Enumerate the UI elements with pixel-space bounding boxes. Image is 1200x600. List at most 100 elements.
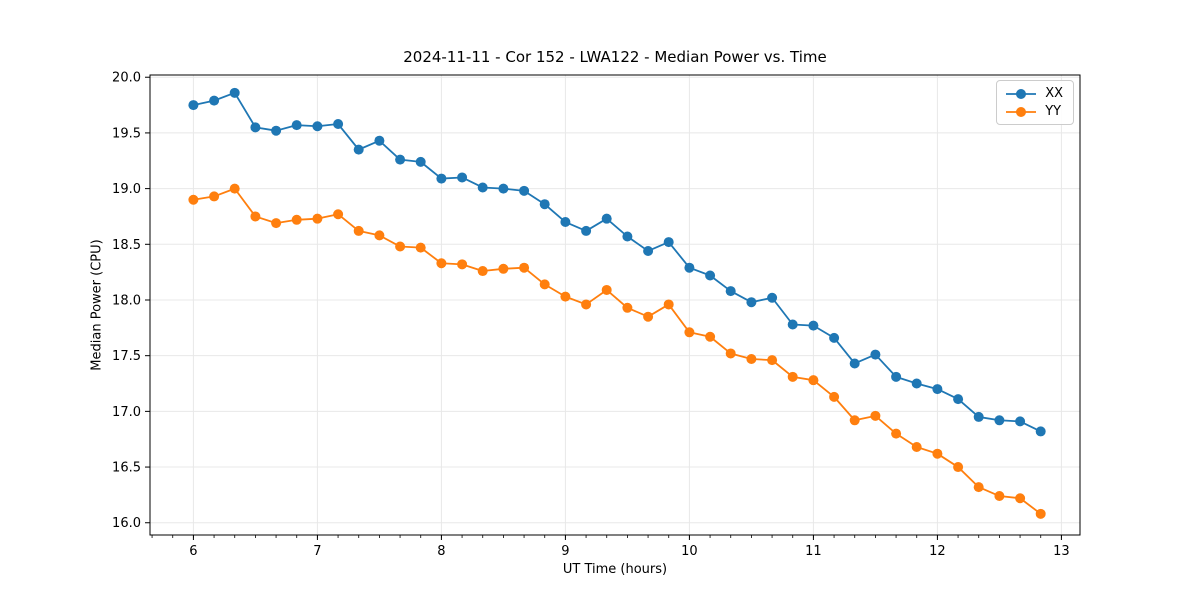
legend-line-marker-xx-icon: [1006, 88, 1037, 99]
data-point-xx: [622, 231, 633, 242]
data-point-xx: [312, 121, 323, 132]
data-point-yy: [601, 284, 612, 295]
data-point-xx: [457, 172, 468, 183]
data-point-xx: [333, 119, 344, 130]
data-point-yy: [395, 241, 406, 252]
data-point-yy: [581, 299, 592, 310]
legend-label-xx: XX: [1045, 86, 1063, 101]
data-point-xx: [250, 122, 261, 133]
data-point-yy: [209, 191, 220, 202]
data-point-xx: [787, 319, 798, 330]
data-point-xx: [849, 358, 860, 369]
x-tick-label: 11: [805, 544, 822, 559]
data-point-xx: [519, 185, 530, 196]
x-tick-label: 8: [437, 544, 445, 559]
x-tick-label: 7: [313, 544, 321, 559]
data-point-yy: [973, 482, 984, 493]
legend-label-yy: YY: [1045, 104, 1062, 119]
data-point-xx: [953, 394, 964, 405]
data-point-yy: [767, 355, 778, 366]
data-point-xx: [891, 371, 902, 382]
x-tick-label: 6: [189, 544, 197, 559]
data-point-xx: [395, 154, 406, 165]
data-point-yy: [725, 348, 736, 359]
data-point-yy: [374, 230, 385, 241]
data-point-xx: [601, 213, 612, 224]
data-point-xx: [684, 262, 695, 273]
data-point-xx: [725, 286, 736, 297]
y-tick-label: 19.5: [112, 126, 141, 141]
data-point-xx: [374, 135, 385, 146]
data-point-xx: [188, 100, 199, 111]
data-point-yy: [291, 214, 302, 225]
data-point-yy: [498, 263, 509, 274]
chart-title: 2024-11-11 - Cor 152 - LWA122 - Median P…: [403, 48, 827, 66]
data-point-xx: [498, 183, 509, 194]
data-point-yy: [746, 354, 757, 365]
data-point-yy: [415, 242, 426, 253]
legend-item-yy: YY: [1005, 104, 1063, 119]
y-tick-label: 17.0: [112, 405, 141, 420]
data-point-yy: [560, 291, 571, 302]
data-point-yy: [312, 213, 323, 224]
data-point-xx: [746, 297, 757, 308]
data-point-yy: [663, 299, 674, 310]
data-point-yy: [829, 391, 840, 402]
data-point-xx: [643, 245, 654, 256]
x-axis-label: UT Time (hours): [562, 562, 668, 577]
data-point-yy: [333, 209, 344, 220]
data-point-yy: [808, 375, 819, 386]
data-point-xx: [415, 156, 426, 167]
data-point-yy: [849, 415, 860, 426]
data-point-yy: [539, 279, 550, 290]
y-tick-label: 17.5: [112, 349, 141, 364]
data-point-yy: [911, 442, 922, 453]
y-tick-label: 20.0: [112, 71, 141, 86]
data-point-xx: [1035, 426, 1046, 437]
data-point-yy: [932, 448, 943, 459]
data-point-xx: [705, 270, 716, 281]
y-tick-label: 19.0: [112, 182, 141, 197]
data-point-xx: [808, 320, 819, 331]
data-point-yy: [457, 259, 468, 270]
data-point-yy: [229, 183, 240, 194]
data-point-xx: [560, 217, 571, 228]
data-point-xx: [436, 173, 447, 184]
data-point-xx: [209, 95, 220, 106]
y-tick-label: 18.0: [112, 293, 141, 308]
x-tick-label: 9: [561, 544, 569, 559]
data-point-xx: [663, 237, 674, 248]
data-point-yy: [519, 262, 530, 273]
data-point-xx: [229, 87, 240, 98]
x-tick-label: 12: [929, 544, 946, 559]
data-point-yy: [684, 327, 695, 338]
data-point-yy: [643, 311, 654, 322]
y-axis-label: Median Power (CPU): [89, 239, 105, 371]
x-tick-label: 10: [681, 544, 698, 559]
data-point-yy: [188, 194, 199, 205]
data-point-xx: [870, 349, 881, 360]
data-point-xx: [911, 378, 922, 389]
data-point-yy: [953, 462, 964, 473]
y-tick-label: 16.5: [112, 461, 141, 476]
legend: XX YY: [996, 80, 1074, 125]
data-point-yy: [1015, 493, 1026, 504]
data-point-yy: [1035, 508, 1046, 519]
data-point-yy: [870, 410, 881, 421]
data-point-yy: [436, 258, 447, 269]
data-point-xx: [539, 199, 550, 210]
data-point-yy: [271, 218, 282, 229]
legend-item-xx: XX: [1005, 86, 1063, 101]
data-point-xx: [271, 125, 282, 136]
plot-border: [149, 74, 1081, 536]
data-point-xx: [1015, 416, 1026, 427]
data-point-yy: [622, 302, 633, 313]
data-point-yy: [994, 491, 1005, 502]
data-point-xx: [932, 384, 943, 395]
data-point-xx: [353, 144, 364, 155]
data-point-xx: [767, 292, 778, 303]
x-tick-label: 13: [1053, 544, 1070, 559]
data-point-yy: [250, 211, 261, 222]
data-point-yy: [477, 266, 488, 277]
